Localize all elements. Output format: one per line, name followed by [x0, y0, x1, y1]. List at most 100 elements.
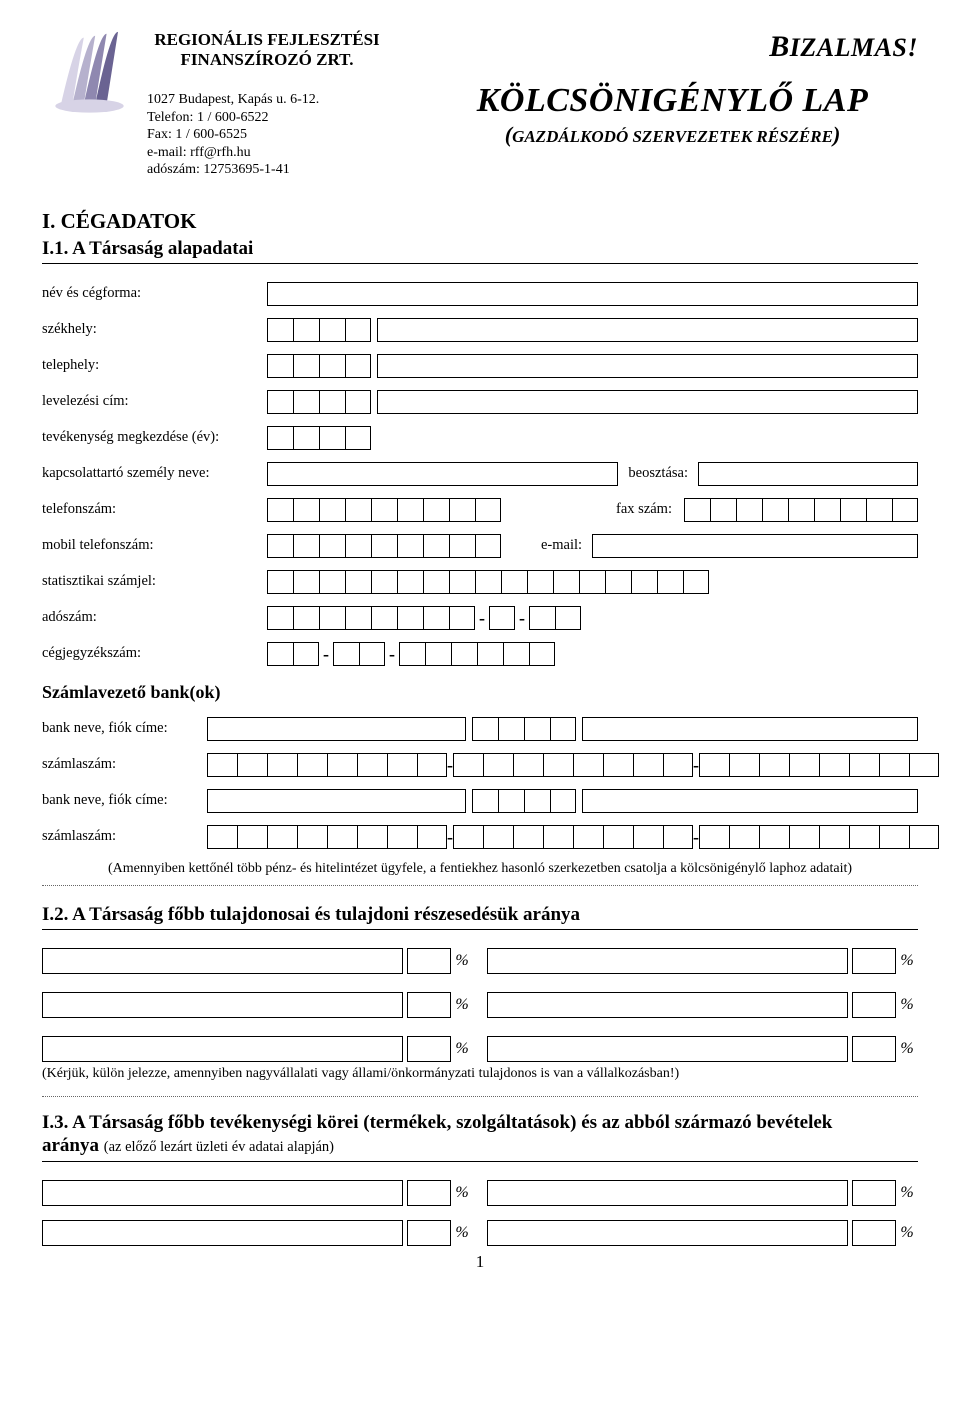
- input-bank1-addr[interactable]: [582, 717, 918, 741]
- input-bank2-acc-c[interactable]: [699, 825, 939, 849]
- row-mobil: mobil telefonszám: e-mail:: [42, 534, 918, 558]
- activity-row-2: % %: [42, 1220, 918, 1246]
- input-telefon[interactable]: [267, 498, 501, 522]
- label-stat: statisztikai számjel:: [42, 573, 267, 590]
- row-tev-ev: tevékenység megkezdése (év):: [42, 426, 918, 450]
- input-bank1-acc-a[interactable]: [207, 753, 447, 777]
- row-telefon: telefonszám: fax szám:: [42, 498, 918, 522]
- org-tel: Telefon: 1 / 600-6522: [147, 109, 387, 127]
- input-bank1-acc-b[interactable]: [453, 753, 693, 777]
- input-activity1-pct[interactable]: [407, 1180, 451, 1206]
- label-telephely: telephely:: [42, 357, 267, 374]
- pct: %: [451, 952, 473, 970]
- org-tax: adószám: 12753695-1-41: [147, 161, 387, 179]
- org-name-line1: REGIONÁLIS FEJLESZTÉSI: [154, 30, 379, 49]
- input-owner4-pct[interactable]: [852, 992, 896, 1018]
- input-activity2-pct[interactable]: [852, 1180, 896, 1206]
- divider: [42, 263, 918, 264]
- input-adoszam-b[interactable]: [489, 606, 515, 630]
- input-owner2-name[interactable]: [487, 948, 848, 974]
- pct: %: [896, 1224, 918, 1242]
- input-bank2-addr[interactable]: [582, 789, 918, 813]
- input-bank1-acc-c[interactable]: [699, 753, 939, 777]
- input-owner6-name[interactable]: [487, 1036, 848, 1062]
- owners-row-3: % %: [42, 1036, 918, 1062]
- pct: %: [451, 1040, 473, 1058]
- org-block: REGIONÁLIS FEJLESZTÉSI FINANSZÍROZÓ ZRT.…: [147, 30, 387, 179]
- main-title: KÖLCSÖNIGÉNYLŐ LAP: [387, 82, 918, 120]
- pct: %: [896, 1040, 918, 1058]
- input-activity3-pct[interactable]: [407, 1220, 451, 1246]
- label-bank-cime: bank neve, fiók címe:: [42, 792, 207, 809]
- label-tev-ev: tevékenység megkezdése (év):: [42, 429, 267, 446]
- pct: %: [896, 952, 918, 970]
- org-name-line2: FINANSZÍROZÓ ZRT.: [181, 50, 354, 69]
- input-activity3-name[interactable]: [42, 1220, 403, 1246]
- input-nev[interactable]: [267, 282, 918, 306]
- input-owner3-pct[interactable]: [407, 992, 451, 1018]
- divider: [42, 1161, 918, 1162]
- input-bank2-zip[interactable]: [472, 789, 576, 813]
- row-bank2-acc: számlaszám: - -: [42, 825, 918, 849]
- label-szekhely: székhely:: [42, 321, 267, 338]
- input-bank1-zip[interactable]: [472, 717, 576, 741]
- input-beosztasa[interactable]: [698, 462, 918, 486]
- pct: %: [896, 1184, 918, 1202]
- input-telephely-zip[interactable]: [267, 354, 371, 378]
- input-activity2-name[interactable]: [487, 1180, 848, 1206]
- bank-note: (Amennyiben kettőnél több pénz- és hitel…: [42, 861, 918, 877]
- row-szekhely: székhely:: [42, 318, 918, 342]
- dash: -: [385, 643, 399, 665]
- input-bank2-acc-a[interactable]: [207, 825, 447, 849]
- subtitle: (GAZDÁLKODÓ SZERVEZETEK RÉSZÉRE): [387, 122, 918, 148]
- org-email: e-mail: rff@rfh.hu: [147, 144, 387, 162]
- input-activity4-name[interactable]: [487, 1220, 848, 1246]
- input-cegjegyzek-c[interactable]: [399, 642, 555, 666]
- pct: %: [451, 1224, 473, 1242]
- input-szekhely[interactable]: [377, 318, 918, 342]
- owners-row-1: % %: [42, 948, 918, 974]
- section-i1-heading: I.1. A Társaság alapadatai: [42, 238, 918, 260]
- input-email[interactable]: [592, 534, 918, 558]
- company-logo: [42, 30, 137, 125]
- input-owner5-pct[interactable]: [407, 1036, 451, 1062]
- section-i3-heading: I.3. A Társaság főbb tevékenységi körei …: [42, 1111, 918, 1159]
- input-stat[interactable]: [267, 570, 709, 594]
- input-bank1-name[interactable]: [207, 717, 466, 741]
- pct: %: [896, 996, 918, 1014]
- bank-heading: Számlavezető bank(ok): [42, 682, 918, 703]
- input-levelezesi-zip[interactable]: [267, 390, 371, 414]
- input-tev-ev[interactable]: [267, 426, 371, 450]
- title-block: BIZALMAS! KÖLCSÖNIGÉNYLŐ LAP (GAZDÁLKODÓ…: [387, 30, 918, 148]
- label-szamlaszam: számlaszám:: [42, 828, 207, 845]
- input-activity1-name[interactable]: [42, 1180, 403, 1206]
- input-faxszam[interactable]: [684, 498, 918, 522]
- input-owner5-name[interactable]: [42, 1036, 403, 1062]
- input-cegjegyzek-a[interactable]: [267, 642, 319, 666]
- activity-row-1: % %: [42, 1180, 918, 1206]
- row-adoszam: adószám: - -: [42, 606, 918, 630]
- input-adoszam-a[interactable]: [267, 606, 475, 630]
- input-owner1-pct[interactable]: [407, 948, 451, 974]
- input-owner2-pct[interactable]: [852, 948, 896, 974]
- input-owner3-name[interactable]: [42, 992, 403, 1018]
- input-activity4-pct[interactable]: [852, 1220, 896, 1246]
- input-owner1-name[interactable]: [42, 948, 403, 974]
- input-adoszam-c[interactable]: [529, 606, 581, 630]
- divider: [42, 1096, 918, 1097]
- input-mobil[interactable]: [267, 534, 501, 558]
- input-telephely[interactable]: [377, 354, 918, 378]
- input-bank2-acc-b[interactable]: [453, 825, 693, 849]
- input-owner6-pct[interactable]: [852, 1036, 896, 1062]
- input-levelezesi[interactable]: [377, 390, 918, 414]
- label-szamlaszam: számlaszám:: [42, 756, 207, 773]
- section-i-heading: I. CÉGADATOK: [42, 209, 918, 234]
- dash: -: [515, 607, 529, 629]
- input-cegjegyzek-b[interactable]: [333, 642, 385, 666]
- input-kapcsolat[interactable]: [267, 462, 618, 486]
- label-faxszam: fax szám:: [501, 501, 684, 518]
- input-bank2-name[interactable]: [207, 789, 466, 813]
- input-szekhely-zip[interactable]: [267, 318, 371, 342]
- input-owner4-name[interactable]: [487, 992, 848, 1018]
- page-number: 1: [42, 1252, 918, 1272]
